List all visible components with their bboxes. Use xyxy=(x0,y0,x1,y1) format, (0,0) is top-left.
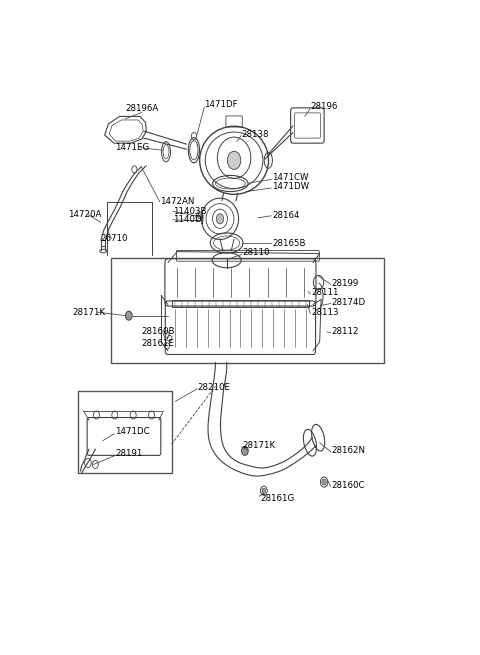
Text: 28164: 28164 xyxy=(272,212,300,220)
Text: 28112: 28112 xyxy=(332,328,359,336)
Bar xyxy=(172,299,309,307)
Text: 1471CW: 1471CW xyxy=(272,173,309,182)
Text: 28161E: 28161E xyxy=(142,339,175,348)
Text: 1471DC: 1471DC xyxy=(115,427,150,436)
Text: 28191: 28191 xyxy=(115,449,143,458)
Circle shape xyxy=(262,488,266,493)
Circle shape xyxy=(241,446,248,455)
Text: 11403B: 11403B xyxy=(173,207,207,215)
Text: 28196A: 28196A xyxy=(125,104,158,113)
Text: 28161G: 28161G xyxy=(260,494,294,503)
Text: 26710: 26710 xyxy=(100,234,128,243)
Text: 28138: 28138 xyxy=(241,130,269,139)
Text: 1471DW: 1471DW xyxy=(272,182,309,191)
Text: 28160C: 28160C xyxy=(332,481,365,490)
Text: 14720A: 14720A xyxy=(68,210,102,219)
Bar xyxy=(111,257,384,363)
Text: 28111: 28111 xyxy=(311,288,338,297)
Text: 28171K: 28171K xyxy=(72,308,105,316)
Text: 28174D: 28174D xyxy=(332,298,366,307)
Text: 28210E: 28210E xyxy=(198,383,230,392)
Text: 28162N: 28162N xyxy=(332,446,366,455)
Text: 1472AN: 1472AN xyxy=(160,197,195,206)
Circle shape xyxy=(216,214,224,224)
Text: 28196: 28196 xyxy=(310,102,337,111)
Text: 28165B: 28165B xyxy=(272,238,306,248)
Circle shape xyxy=(322,479,326,485)
Text: 1471DF: 1471DF xyxy=(204,100,238,109)
Text: 28113: 28113 xyxy=(311,308,338,317)
Text: 28160B: 28160B xyxy=(142,327,175,336)
Circle shape xyxy=(125,311,132,320)
Bar xyxy=(78,391,172,473)
Text: 1471EG: 1471EG xyxy=(115,143,149,152)
Circle shape xyxy=(198,214,202,219)
Circle shape xyxy=(228,151,241,170)
Text: 28171K: 28171K xyxy=(242,441,276,450)
Text: 28110: 28110 xyxy=(242,248,270,257)
Text: 28199: 28199 xyxy=(332,279,359,288)
Text: 1140DJ: 1140DJ xyxy=(173,215,204,224)
